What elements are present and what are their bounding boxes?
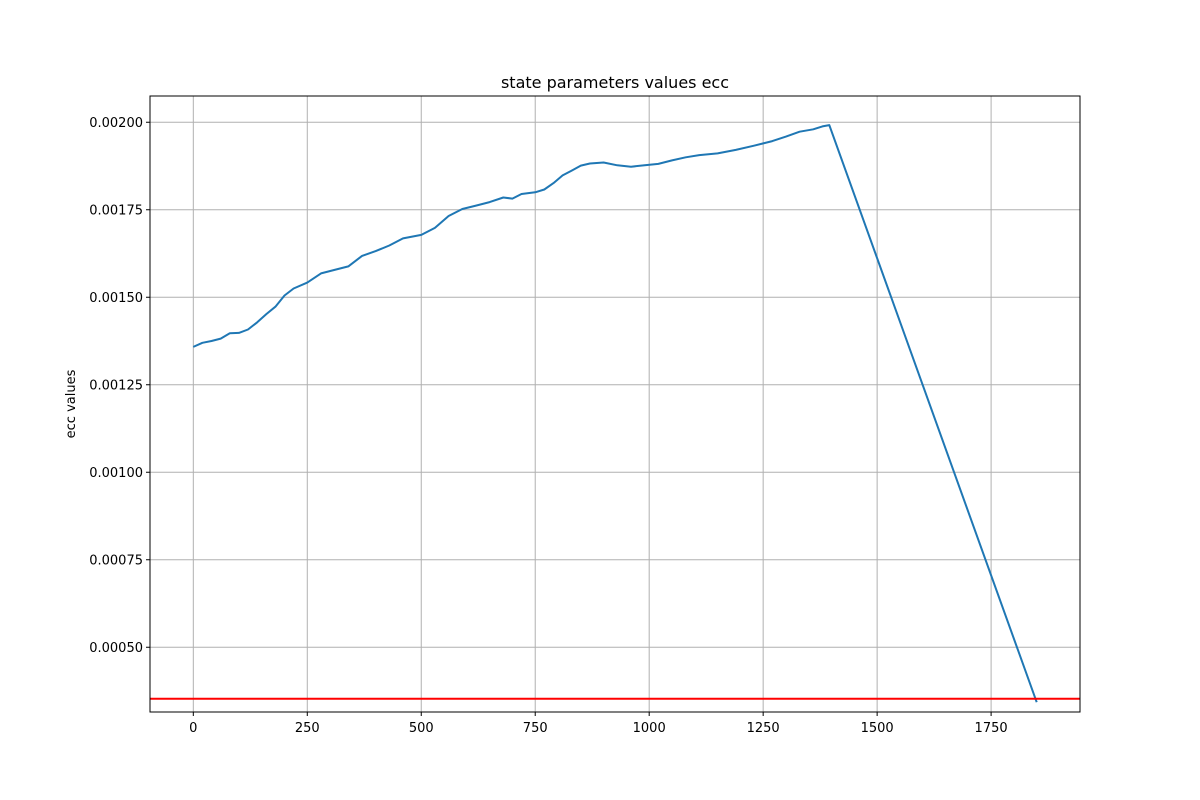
x-tick-label: 1000: [633, 721, 666, 736]
y-axis-label: ecc values: [64, 369, 79, 438]
y-tick-label: 0.00150: [89, 291, 143, 306]
y-tick-label: 0.00100: [89, 466, 143, 481]
x-tick-label: 750: [523, 721, 548, 736]
y-tick-label: 0.00075: [89, 553, 143, 568]
x-tick-label: 1750: [975, 721, 1008, 736]
y-tick-label: 0.00200: [89, 116, 143, 131]
y-tick-label: 0.00175: [89, 203, 143, 218]
x-tick-label: 500: [409, 721, 434, 736]
x-tick-label: 1500: [861, 721, 894, 736]
ecc-series-line: [192, 124, 1038, 703]
chart-title: state parameters values ecc: [501, 73, 729, 92]
x-tick-label: 0: [189, 721, 197, 736]
y-axis: 0.00050 0.00075 0.00100 0.00125 0.00150 0.001…: [89, 116, 150, 656]
grid: [150, 96, 1080, 712]
y-tick-label: 0.00125: [89, 378, 143, 393]
x-axis: 0 250 500 750 1000 1250 1500 1750: [189, 712, 1008, 736]
plot-lines: [150, 124, 1080, 703]
y-tick-label: 0.00050: [89, 641, 143, 656]
x-tick-label: 250: [295, 721, 320, 736]
x-tick-label: 1250: [747, 721, 780, 736]
plot-frame: [149, 95, 1081, 713]
